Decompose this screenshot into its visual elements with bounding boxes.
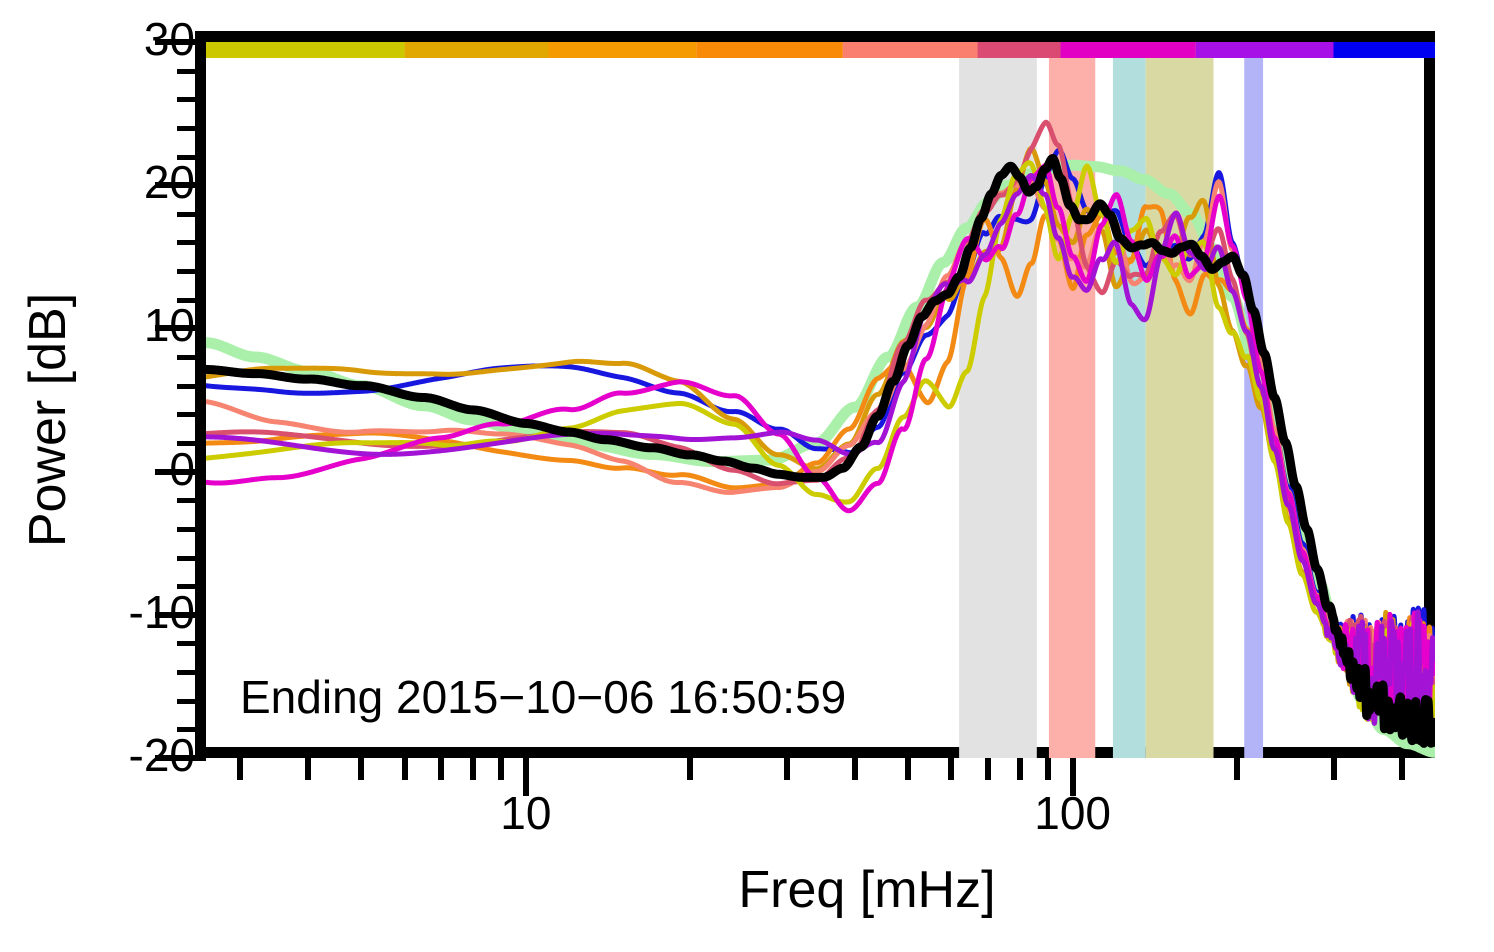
y-tick-minor	[177, 269, 206, 275]
y-tick-minor	[177, 383, 206, 389]
y-tick-minor	[177, 297, 206, 303]
x-tick-minor	[687, 758, 694, 780]
colorbar-segment-3	[696, 42, 843, 58]
x-tick-minor	[305, 758, 312, 780]
x-tick-minor	[1044, 758, 1051, 780]
colorbar-segment-6	[1060, 42, 1196, 58]
band-gray	[959, 42, 1037, 758]
x-tick-label: 100	[1034, 787, 1111, 839]
x-axis-label: Freq [mHz]	[738, 861, 996, 919]
y-tick-major	[155, 611, 206, 618]
y-tick-minor	[177, 727, 206, 733]
y-tick-minor	[177, 584, 206, 590]
y-tick-label: 0	[169, 442, 195, 495]
x-tick-minor	[1398, 758, 1405, 780]
x-tick-minor	[852, 758, 859, 780]
timestamp-annotation: Ending 2015−10−06 16:50:59	[240, 671, 847, 723]
x-tick-minor	[948, 758, 955, 780]
y-tick-minor	[177, 670, 206, 676]
y-tick-minor	[177, 641, 206, 647]
y-tick-minor	[177, 97, 206, 103]
colorbar-segment-7	[1195, 42, 1334, 58]
x-tick-minor	[783, 758, 790, 780]
y-tick-minor	[177, 412, 206, 418]
colorbar-segment-0	[206, 42, 405, 58]
x-tick-major	[522, 758, 529, 796]
y-tick-label: 30	[143, 13, 195, 65]
y-tick-minor	[177, 355, 206, 361]
y-tick-minor	[177, 498, 206, 504]
y-tick-minor	[177, 154, 206, 160]
x-tick-minor	[905, 758, 912, 780]
colorbar-segment-5	[977, 42, 1061, 58]
y-tick-minor	[177, 240, 206, 246]
colorbar-segment-2	[548, 42, 697, 58]
y-tick-label: 20	[143, 156, 195, 209]
x-tick-minor	[497, 758, 504, 780]
y-tick-major	[155, 325, 206, 332]
band-teal	[1112, 42, 1146, 758]
y-tick-minor	[177, 125, 206, 131]
series-median-black	[206, 154, 1435, 748]
y-tick-minor	[177, 555, 206, 561]
x-tick-minor	[984, 758, 991, 780]
x-tick-major	[1069, 758, 1076, 796]
y-tick-minor	[177, 440, 206, 446]
y-tick-major	[155, 182, 206, 189]
y-tick-major	[155, 39, 206, 45]
colorbar-segment-4	[842, 42, 978, 58]
colorbar-segment-8	[1333, 42, 1435, 58]
x-tick-minor	[401, 758, 408, 780]
y-tick-label: -10	[128, 585, 195, 638]
x-tick-minor	[438, 758, 445, 780]
x-tick-label: 10	[500, 787, 552, 839]
y-tick-minor	[177, 698, 206, 704]
x-tick-minor	[358, 758, 365, 780]
y-tick-major	[155, 468, 206, 475]
y-tick-label: -20	[128, 729, 195, 781]
band-violet	[1244, 42, 1264, 758]
y-tick-minor	[177, 68, 206, 74]
spectrum-canvas	[206, 42, 1435, 758]
plot-area	[206, 42, 1435, 758]
x-tick-minor	[1234, 758, 1241, 780]
y-tick-label: 10	[143, 299, 195, 352]
series-trace-purple	[206, 173, 1435, 726]
colorbar-segment-1	[404, 42, 549, 58]
band-khaki	[1145, 42, 1214, 758]
y-tick-minor	[177, 526, 206, 532]
x-tick-minor	[1330, 758, 1337, 780]
x-tick-minor	[469, 758, 476, 780]
x-tick-minor	[1016, 758, 1023, 780]
x-tick-minor	[236, 758, 243, 780]
y-tick-minor	[177, 211, 206, 217]
y-tick-major	[155, 755, 206, 761]
